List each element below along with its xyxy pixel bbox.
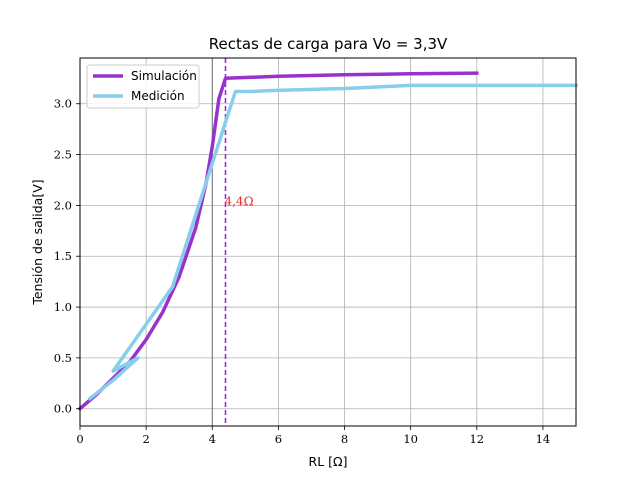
y-axis-label: Tensión de salida[V] <box>30 179 45 305</box>
x-axis-label: RL [Ω] <box>309 454 348 469</box>
annotation-label: 4,4Ω <box>224 194 253 208</box>
y-tick-label: 2.0 <box>54 198 72 212</box>
y-tick-label: 0.5 <box>54 351 72 365</box>
y-tick-label: 3.0 <box>54 97 72 111</box>
vertical-lines <box>211 58 227 426</box>
x-ticks: 0 2 4 6 8 10 12 14 <box>76 426 550 446</box>
series-line-medicion <box>87 83 578 402</box>
x-tick-label: 8 <box>341 432 348 446</box>
x-tick-label: 4 <box>209 432 216 446</box>
x-tick-label: 2 <box>142 432 149 446</box>
x-tick-label: 10 <box>403 432 418 446</box>
y-tick-label: 1.0 <box>54 300 72 314</box>
x-tick-label: 6 <box>275 432 282 446</box>
y-tick-label: 2.5 <box>54 148 72 162</box>
annotations: 4,4Ω <box>224 194 253 208</box>
x-tick-label: 12 <box>469 432 484 446</box>
x-tick-label: 0 <box>76 432 83 446</box>
chart-title: Rectas de carga para Vo = 3,3V <box>209 35 448 53</box>
x-tick-label: 14 <box>536 432 551 446</box>
plot-frame <box>79 57 577 427</box>
y-tick-label: 0.0 <box>54 402 72 416</box>
legend-label-medicion: Medición <box>131 89 185 103</box>
legend: Simulación Medición <box>86 64 200 109</box>
y-tick-label: 1.5 <box>54 249 72 263</box>
legend-label-simulacion: Simulación <box>131 69 197 83</box>
series-group <box>77 71 578 412</box>
y-ticks: 0.0 0.5 1.0 1.5 2.0 2.5 3.0 <box>54 97 80 416</box>
